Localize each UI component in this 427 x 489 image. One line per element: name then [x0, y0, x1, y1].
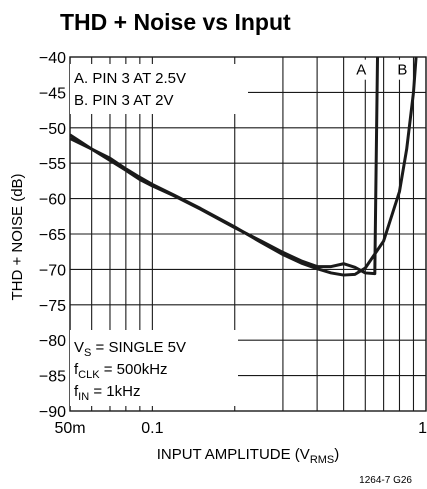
- figure-code: 1264-7 G26: [359, 475, 412, 486]
- x-tick-label-1: 0.1: [141, 420, 163, 437]
- y-axis-label: THD + NOISE (dB): [9, 173, 26, 300]
- y-tick-label-0: −40: [39, 50, 66, 67]
- x-tick-label-2: 1: [418, 420, 427, 437]
- y-tick-label-1: −45: [39, 85, 66, 102]
- y-tick-label-2: −50: [39, 121, 66, 138]
- y-tick-label-4: −60: [39, 192, 66, 209]
- conditions: VS = SINGLE 5V fCLK = 500kHz fIN = 1kHz: [70, 330, 238, 406]
- curve-label-a: A: [356, 62, 366, 79]
- chart-title: THD + Noise vs Input: [60, 9, 291, 35]
- y-tick-label-8: −80: [39, 333, 66, 350]
- curve-label-b: B: [397, 62, 407, 79]
- y-tick-label-3: −55: [39, 156, 66, 173]
- y-tick-labels: −40 −45 −50 −55 −60 −65 −70 −75 −80 −85 −90: [39, 50, 66, 421]
- y-tick-label-5: −65: [39, 227, 66, 244]
- y-tick-label-10: −90: [39, 404, 66, 421]
- legend-line-b: B. PIN 3 AT 2V: [74, 92, 174, 109]
- x-tick-labels: 50m 0.1 1: [54, 420, 427, 437]
- legend-line-a: A. PIN 3 AT 2.5V: [74, 70, 186, 87]
- x-axis-label: INPUT AMPLITUDE (VRMS): [157, 446, 340, 466]
- y-tick-label-9: −85: [39, 369, 66, 386]
- legend: A. PIN 3 AT 2.5V B. PIN 3 AT 2V: [70, 64, 248, 114]
- y-tick-label-6: −70: [39, 262, 66, 279]
- y-tick-label-7: −75: [39, 298, 66, 315]
- x-tick-label-0: 50m: [54, 420, 85, 437]
